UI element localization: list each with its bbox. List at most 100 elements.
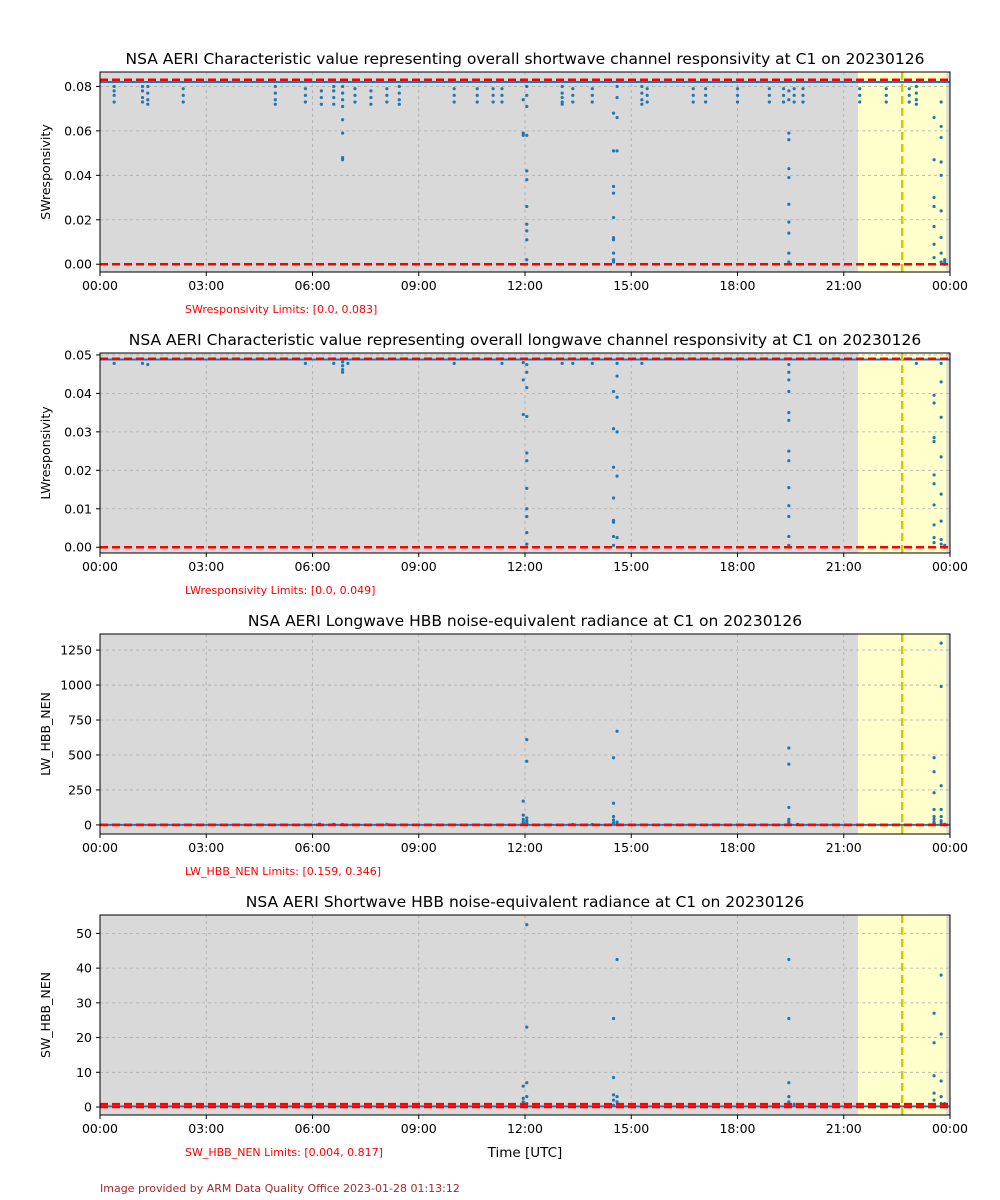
data-point [914,361,918,365]
data-point [273,98,277,102]
data-point [914,91,918,95]
data-point [787,389,791,394]
data-point [787,762,791,766]
y-tick-label: 0.02 [64,463,92,478]
data-point [500,87,504,91]
chart-panel-2: 00:00 03:00 06:00 09:00 12:00 15:00 18:00 21:00… [38,331,968,597]
data-point [181,87,185,91]
plot-background [100,915,950,1115]
data-point [787,98,791,102]
data-point [385,822,389,826]
y-tick-label: 0.04 [64,168,92,183]
data-point [611,534,616,539]
data-point [939,260,943,264]
data-point [611,1093,616,1097]
data-point [787,231,791,235]
y-tick-label: 0.08 [64,79,92,94]
y-tick-label: 250 [68,782,92,797]
data-point [645,93,649,97]
data-point [932,439,936,444]
data-point [590,100,594,104]
data-point [858,87,862,91]
data-point [704,100,708,104]
data-point [787,260,791,264]
plot-background [100,353,950,553]
data-point [397,84,401,89]
data-point [939,684,943,689]
x-tick-label: 00:00 [932,840,968,855]
data-point [385,87,389,91]
data-point [640,102,644,106]
data-point [521,131,525,135]
data-point [571,361,575,365]
data-point [932,1041,936,1045]
data-point [787,514,791,519]
data-point [615,115,619,120]
data-point [353,87,357,91]
data-point [615,430,619,434]
x-tick-label: 12:00 [507,278,543,293]
data-point [521,98,525,102]
y-axis-label: LWresponsivity [38,406,53,500]
data-point [525,104,529,109]
data-point [525,386,529,390]
data-point [303,87,308,91]
data-point [939,814,943,819]
data-point [353,100,357,104]
data-point [273,91,277,95]
x-tick-label: 00:00 [82,559,118,574]
data-point [341,158,345,162]
data-point [611,238,616,242]
data-point [932,1098,936,1102]
chart-title: NSA AERI Shortwave HBB noise-equivalent … [246,893,804,911]
data-point [525,1094,529,1099]
plot-background [100,634,950,834]
data-point [932,536,936,540]
data-point [691,87,695,91]
data-point [932,255,936,260]
data-point [735,87,740,91]
data-point [932,523,936,527]
data-point [932,541,936,545]
data-point [112,100,116,104]
data-point [475,100,479,104]
data-point [525,459,529,463]
data-point [787,449,791,453]
x-tick-label: 21:00 [826,278,862,293]
data-point [932,814,936,819]
data-point [341,360,345,364]
data-point [615,361,619,365]
data-point [525,531,529,535]
chart-panel-1: 00:00 03:00 06:00 09:00 12:00 15:00 18:00 21:00… [38,50,968,316]
y-tick-label: 750 [68,713,92,728]
data-point [369,89,373,93]
data-point [332,95,336,100]
data-point [611,184,616,189]
data-point [932,1011,936,1015]
data-point [787,167,791,171]
y-tick-label: 0.02 [64,212,92,227]
data-point [560,361,564,365]
data-point [525,204,529,209]
data-point [140,361,145,365]
data-point [369,102,373,106]
data-point [611,818,616,822]
data-point [525,542,529,546]
data-point [932,401,936,405]
data-point [939,492,943,496]
data-point [939,519,943,523]
data-point [939,1079,943,1083]
x-tick-label: 15:00 [613,1121,649,1136]
data-point [525,1081,529,1085]
data-point [571,100,575,104]
chart-title: NSA AERI Characteristic value representi… [129,331,922,349]
data-point [932,242,936,246]
data-point [615,374,619,378]
y-tick-label: 0.01 [64,501,92,516]
x-tick-label: 03:00 [188,559,224,574]
x-tick-label: 15:00 [613,278,649,293]
x-tick-label: 00:00 [932,278,968,293]
data-point [525,258,529,262]
data-point [884,93,888,97]
x-tick-label: 12:00 [507,840,543,855]
